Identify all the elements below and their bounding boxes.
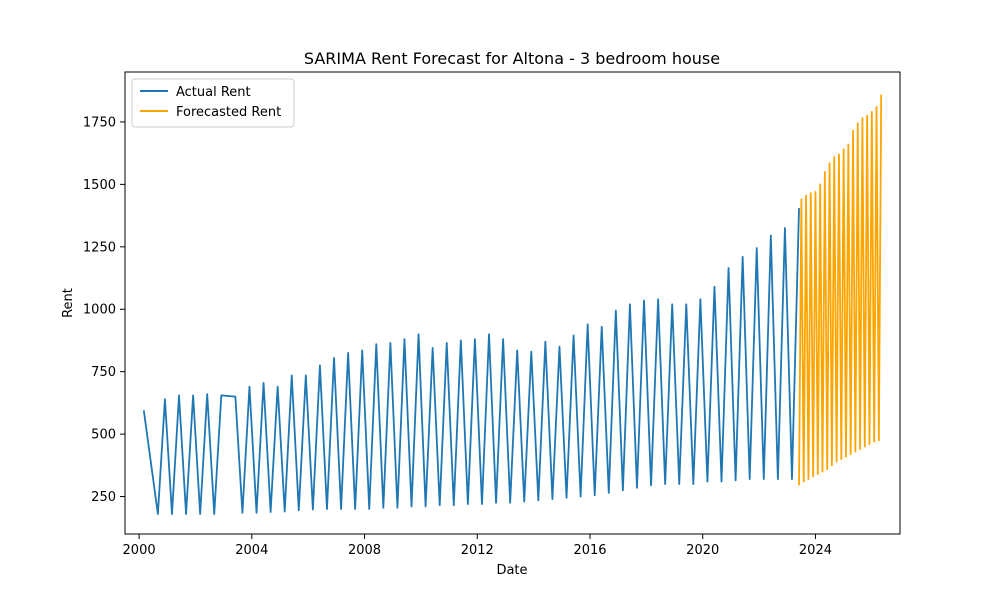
- x-tick-label: 2008: [348, 543, 381, 558]
- legend: Actual Rent Forecasted Rent: [131, 78, 295, 128]
- y-tick-label: 1000: [83, 303, 116, 318]
- legend-label-actual-rent: Actual Rent: [176, 85, 251, 100]
- plot-frame: [124, 71, 901, 535]
- x-tick-label: 2004: [235, 543, 268, 558]
- y-tick-label: 750: [91, 365, 116, 380]
- series-line-forecasted-rent: [798, 94, 883, 486]
- legend-label-forecasted-rent: Forecasted Rent: [176, 105, 281, 120]
- legend-box: [131, 78, 295, 128]
- chart-title: SARIMA Rent Forecast for Altona - 3 bedr…: [304, 49, 720, 68]
- x-tick-label: 2024: [799, 543, 832, 558]
- y-axis: 250 500 750 1000 1250 1500 1750: [83, 115, 125, 505]
- y-tick-label: 1250: [83, 240, 116, 255]
- x-axis-label: Date: [496, 563, 527, 578]
- x-tick-label: 2000: [123, 543, 156, 558]
- y-axis-label: Rent: [61, 288, 76, 318]
- x-axis: 2000 2004 2008 2012 2016 2020 2024: [123, 534, 832, 558]
- y-tick-label: 250: [91, 490, 116, 505]
- y-tick-label: 1750: [83, 115, 116, 130]
- x-tick-label: 2020: [686, 543, 719, 558]
- y-tick-label: 500: [91, 428, 116, 443]
- x-tick-label: 2012: [461, 543, 494, 558]
- y-tick-label: 1500: [83, 178, 116, 193]
- x-tick-label: 2016: [573, 543, 606, 558]
- series-layer: [142, 94, 883, 515]
- series-line-actual-rent: [142, 208, 800, 515]
